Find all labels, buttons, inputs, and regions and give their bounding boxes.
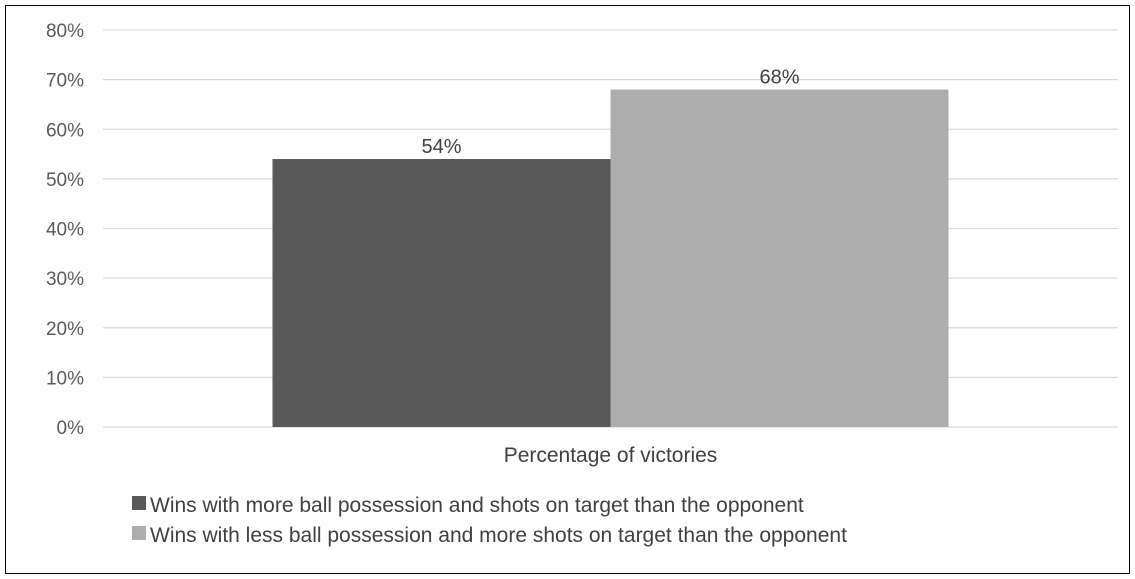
bar-series-2 bbox=[610, 89, 949, 428]
x-category-label: Percentage of victories bbox=[504, 444, 718, 467]
y-tick-label: 40% bbox=[46, 220, 84, 241]
y-tick-label: 70% bbox=[46, 71, 84, 92]
y-tick-label: 10% bbox=[46, 368, 84, 389]
y-tick-label: 30% bbox=[46, 269, 84, 290]
y-tick-label: 20% bbox=[46, 319, 84, 340]
data-label-series-2: 68% bbox=[759, 67, 799, 89]
y-axis-tick-labels: 0% 10% 20% 30% 40% 50% 60% 70% 80% bbox=[46, 21, 84, 439]
legend: Wins with more ball possession and shots… bbox=[132, 494, 847, 547]
legend-swatch-series-1 bbox=[132, 496, 146, 510]
data-labels: 54% 68% bbox=[421, 67, 799, 158]
bar-series-1 bbox=[272, 159, 611, 427]
data-label-series-1: 54% bbox=[421, 136, 461, 158]
bar-chart: 0% 10% 20% 30% 40% 50% 60% 70% 80% 54% 68% Percen… bbox=[46, 21, 1118, 547]
bars bbox=[272, 89, 949, 428]
legend-label-series-2: Wins with less ball possession and more … bbox=[150, 524, 847, 547]
legend-swatch-series-2 bbox=[132, 526, 146, 540]
x-axis-category-labels: Percentage of victories bbox=[504, 444, 718, 467]
y-tick-label: 0% bbox=[57, 418, 85, 439]
chart-frame: 0% 10% 20% 30% 40% 50% 60% 70% 80% 54% 68% Percen… bbox=[5, 5, 1130, 574]
y-tick-label: 80% bbox=[46, 21, 84, 42]
legend-label-series-1: Wins with more ball possession and shots… bbox=[150, 494, 804, 517]
y-tick-label: 60% bbox=[46, 120, 84, 141]
y-tick-label: 50% bbox=[46, 170, 84, 191]
